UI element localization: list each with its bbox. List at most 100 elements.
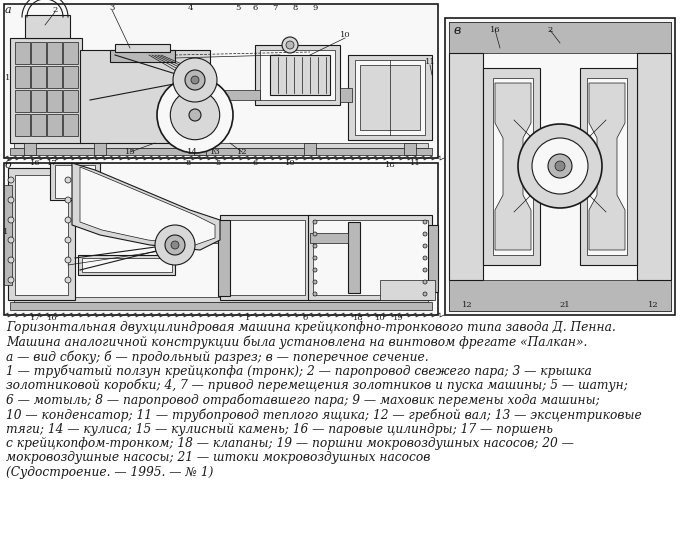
Text: 9: 9 <box>312 4 318 12</box>
Bar <box>47 90 62 112</box>
Bar <box>10 38 82 143</box>
Text: 5: 5 <box>216 159 221 167</box>
Circle shape <box>171 241 179 249</box>
Text: Машина аналогичной конструкции была установлена на винтовом фрегате «Палкан».: Машина аналогичной конструкции была уста… <box>6 335 588 349</box>
Circle shape <box>313 256 317 260</box>
Circle shape <box>157 77 233 153</box>
Circle shape <box>185 70 205 90</box>
Circle shape <box>423 220 427 224</box>
Text: 17: 17 <box>30 314 40 322</box>
Bar <box>63 114 78 136</box>
Bar <box>310 233 348 243</box>
Bar <box>31 114 46 136</box>
Text: 6: 6 <box>252 4 258 12</box>
Bar <box>270 55 330 95</box>
Text: 15: 15 <box>124 148 135 156</box>
Bar <box>14 143 428 148</box>
Text: 10: 10 <box>375 314 386 322</box>
Bar <box>10 148 432 155</box>
Bar <box>260 50 335 100</box>
Text: 16: 16 <box>490 26 500 34</box>
Circle shape <box>65 277 71 283</box>
Circle shape <box>423 256 427 260</box>
Bar <box>14 297 428 302</box>
Bar <box>63 66 78 88</box>
Bar <box>15 42 30 64</box>
Circle shape <box>286 41 294 49</box>
Text: 8: 8 <box>292 4 298 12</box>
Text: 1 — трубчатый ползун крейцкопфа (тронк); 2 — паропровод свежего пара; 3 — крышка: 1 — трубчатый ползун крейцкопфа (тронк);… <box>6 365 592 378</box>
Bar <box>25 15 70 38</box>
Text: 4: 4 <box>187 4 192 12</box>
Bar <box>31 42 46 64</box>
Text: мокровоздушные насосы; 21 — штоки мокровоздушных насосов: мокровоздушные насосы; 21 — штоки мокров… <box>6 452 430 465</box>
Circle shape <box>189 109 201 121</box>
Circle shape <box>65 217 71 223</box>
Bar <box>493 78 533 255</box>
Text: 0: 0 <box>303 314 307 322</box>
Bar <box>255 45 340 105</box>
Bar <box>10 302 432 310</box>
Bar <box>55 165 95 198</box>
Text: 8: 8 <box>186 159 190 167</box>
Circle shape <box>191 76 199 84</box>
Bar <box>380 280 435 300</box>
Bar <box>94 143 106 155</box>
Text: 11: 11 <box>424 58 435 66</box>
Circle shape <box>8 237 14 243</box>
Bar <box>483 68 540 265</box>
Bar <box>175 233 225 243</box>
Text: 2: 2 <box>547 26 553 34</box>
Text: 5: 5 <box>235 4 241 12</box>
Text: Горизонтальная двухцилиндровая машина крейцкопфно-тронкового типа завода Д. Пенн: Горизонтальная двухцилиндровая машина кр… <box>6 321 616 334</box>
Bar <box>15 175 68 295</box>
Circle shape <box>518 124 602 208</box>
Text: тяги; 14 — кулиса; 15 — кулисный камень; 16 — паровые цилиндры; 17 — поршень: тяги; 14 — кулиса; 15 — кулисный камень;… <box>6 423 553 436</box>
Text: 10 — конденсатор; 11 — трубопровод теплого ящика; 12 — гребной вал; 13 — эксцент: 10 — конденсатор; 11 — трубопровод тепло… <box>6 408 642 421</box>
Text: 2: 2 <box>52 6 58 14</box>
Bar <box>313 220 428 295</box>
Circle shape <box>65 257 71 263</box>
Circle shape <box>423 244 427 248</box>
Bar <box>348 55 432 140</box>
Polygon shape <box>495 83 531 250</box>
Text: б: б <box>5 160 12 170</box>
Circle shape <box>555 161 565 171</box>
Circle shape <box>8 257 14 263</box>
Bar <box>15 114 30 136</box>
Text: 10: 10 <box>285 159 295 167</box>
Bar <box>50 163 100 200</box>
Circle shape <box>313 232 317 236</box>
Bar <box>304 143 316 155</box>
Polygon shape <box>589 83 625 250</box>
Text: 6: 6 <box>252 159 258 167</box>
Bar <box>225 220 305 295</box>
Circle shape <box>423 292 427 296</box>
Bar <box>115 44 170 52</box>
Bar <box>63 42 78 64</box>
Bar <box>15 66 30 88</box>
Circle shape <box>313 292 317 296</box>
Text: 10: 10 <box>340 31 350 39</box>
Text: 21: 21 <box>560 301 571 309</box>
Text: 18: 18 <box>385 161 395 169</box>
Text: 14: 14 <box>186 148 197 156</box>
Bar <box>580 68 637 265</box>
Bar <box>194 143 206 155</box>
Text: 12: 12 <box>237 148 248 156</box>
Text: 1: 1 <box>245 314 251 322</box>
Circle shape <box>282 37 298 53</box>
Circle shape <box>313 280 317 284</box>
Bar <box>63 90 78 112</box>
Circle shape <box>532 138 588 194</box>
Bar <box>449 22 671 53</box>
Bar <box>210 90 260 100</box>
Bar <box>449 53 483 280</box>
Circle shape <box>65 177 71 183</box>
Bar <box>82 258 172 272</box>
Text: 18: 18 <box>353 314 363 322</box>
Circle shape <box>170 90 220 140</box>
Bar <box>24 143 36 155</box>
Circle shape <box>165 235 185 255</box>
Text: 1: 1 <box>3 228 9 236</box>
